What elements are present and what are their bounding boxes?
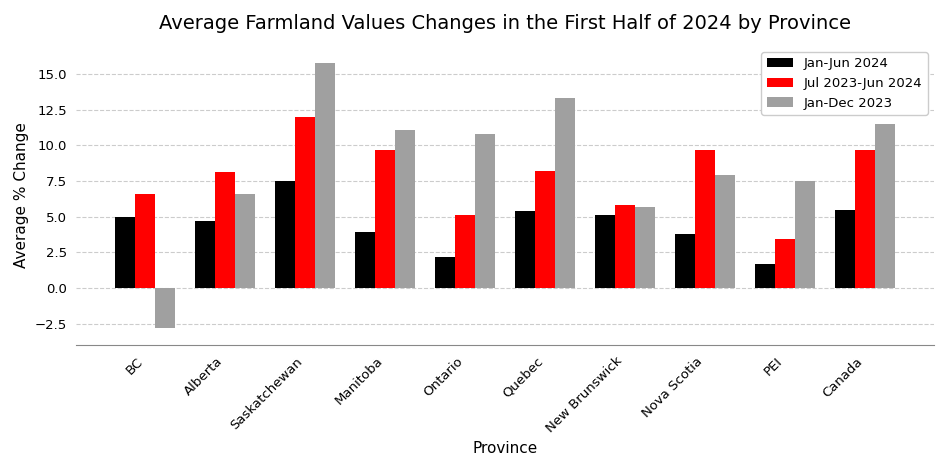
Bar	[375, 149, 395, 288]
Bar	[756, 264, 775, 288]
Bar	[516, 211, 536, 288]
Bar	[395, 130, 415, 288]
Bar	[475, 134, 495, 288]
X-axis label: Province: Province	[473, 441, 538, 456]
Bar	[775, 239, 795, 288]
Bar	[675, 234, 695, 288]
Bar	[795, 181, 815, 288]
Bar	[715, 175, 736, 288]
Title: Average Farmland Values Changes in the First Half of 2024 by Province: Average Farmland Values Changes in the F…	[159, 14, 851, 33]
Bar	[615, 205, 635, 288]
Bar	[695, 149, 715, 288]
Bar	[556, 98, 575, 288]
Bar	[435, 257, 455, 288]
Y-axis label: Average % Change: Average % Change	[14, 122, 28, 268]
Bar	[235, 194, 255, 288]
Bar	[835, 210, 855, 288]
Bar	[296, 117, 316, 288]
Bar	[136, 194, 155, 288]
Bar	[536, 171, 556, 288]
Bar	[635, 207, 655, 288]
Bar	[275, 181, 296, 288]
Bar	[595, 215, 615, 288]
Bar	[356, 232, 375, 288]
Bar	[855, 149, 875, 288]
Bar	[875, 124, 895, 288]
Bar	[155, 288, 175, 328]
Bar	[116, 217, 136, 288]
Bar	[215, 172, 235, 288]
Bar	[195, 221, 215, 288]
Bar	[455, 215, 475, 288]
Legend: Jan-Jun 2024, Jul 2023-Jun 2024, Jan-Dec 2023: Jan-Jun 2024, Jul 2023-Jun 2024, Jan-Dec…	[761, 52, 927, 115]
Bar	[316, 63, 336, 288]
